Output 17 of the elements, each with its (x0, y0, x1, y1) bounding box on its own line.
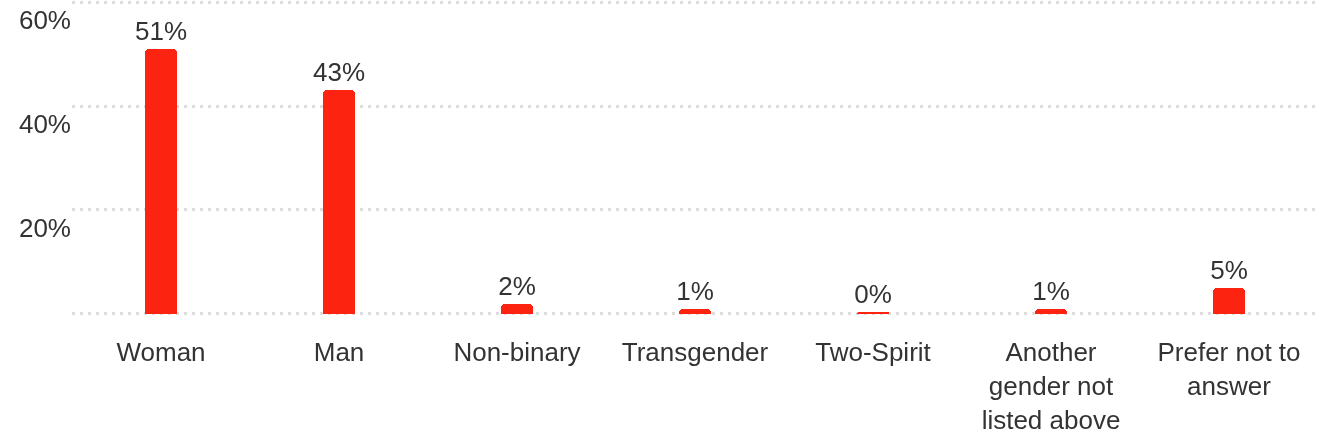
data-label: 1% (1032, 276, 1070, 306)
x-tick-label: Two-Spirit (815, 337, 932, 367)
y-tick-label: 60% (18, 5, 71, 36)
data-label: 43% (312, 57, 366, 87)
x-tick-label: Another gender not listed above (981, 337, 1121, 435)
y-tick-label: 20% (18, 213, 71, 244)
y-tick-label: 40% (18, 109, 71, 140)
x-tick-label: Man (313, 337, 365, 367)
x-tick-label: Prefer not to answer (1157, 337, 1301, 401)
data-label: 51% (134, 16, 188, 46)
x-tick-label: Transgender (621, 337, 769, 367)
data-label: 2% (498, 271, 536, 301)
data-label: 5% (1210, 255, 1248, 285)
data-label: 0% (854, 279, 892, 309)
x-tick-label: Non-binary (453, 337, 581, 367)
data-label: 1% (676, 276, 714, 306)
x-tick-label: Woman (116, 337, 206, 367)
